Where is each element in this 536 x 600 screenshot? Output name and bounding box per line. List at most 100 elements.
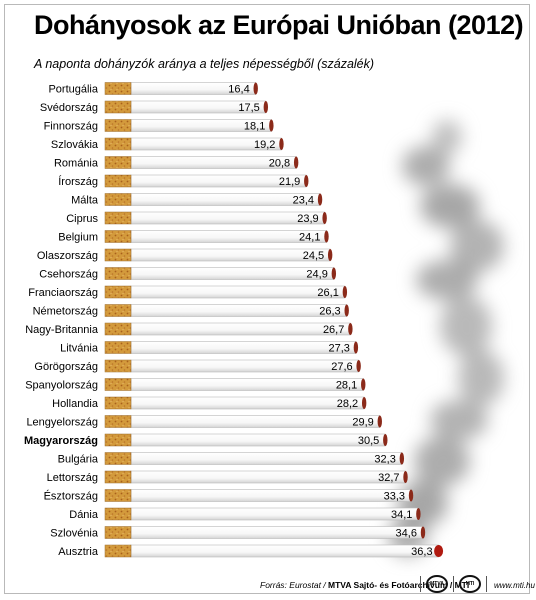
cigarette-paper bbox=[130, 470, 406, 484]
cigarette-filter bbox=[104, 267, 132, 280]
cigarette-filter bbox=[104, 82, 132, 95]
cigarette-tip bbox=[322, 212, 327, 224]
cigarette-tip bbox=[279, 138, 284, 150]
category-label: Hollandia bbox=[52, 398, 99, 410]
category-label: Spanyolország bbox=[25, 380, 98, 392]
cigarette-filter bbox=[104, 285, 132, 299]
cigarette-bar bbox=[104, 285, 348, 299]
cigarette-tip bbox=[253, 82, 258, 95]
cigarette-filter bbox=[104, 211, 132, 225]
value-label: 18,1 bbox=[244, 121, 265, 133]
footer-separator bbox=[420, 576, 421, 592]
value-label: 20,8 bbox=[269, 158, 290, 170]
cigarette-bar bbox=[104, 230, 329, 243]
category-label: Görögország bbox=[34, 361, 98, 373]
category-label: Dánia bbox=[69, 509, 99, 521]
cigarette-tip bbox=[377, 415, 382, 428]
cigarette-tip bbox=[399, 452, 405, 465]
value-label: 28,1 bbox=[336, 380, 357, 392]
cigarette-bar bbox=[104, 378, 366, 391]
cigarette-bar bbox=[104, 193, 323, 206]
cigarette-filter bbox=[104, 489, 132, 502]
cigarette-filter bbox=[104, 230, 132, 243]
cigarette-tip bbox=[317, 193, 323, 206]
value-label: 34,1 bbox=[391, 509, 412, 521]
cigarette-tip bbox=[420, 526, 426, 539]
footer-separator bbox=[453, 576, 454, 592]
value-label: 19,2 bbox=[254, 139, 275, 151]
cigarette-bar bbox=[104, 267, 337, 280]
chart-subtitle: A naponta dohányzók aránya a teljes népe… bbox=[34, 57, 375, 71]
cigarette-filter bbox=[104, 304, 132, 317]
category-label: Németország bbox=[33, 306, 98, 318]
chart-title: Dohányosok az Európai Unióban (2012) bbox=[34, 10, 524, 40]
cigarette-filter bbox=[104, 526, 132, 539]
cigarette-tip bbox=[331, 267, 337, 280]
cigarette-bar bbox=[104, 470, 408, 484]
cigarette-tip bbox=[293, 156, 299, 169]
cigarette-filter bbox=[104, 378, 132, 391]
cigarette-tip bbox=[342, 286, 348, 298]
cigarette-paper bbox=[130, 285, 346, 299]
cigarette-filter bbox=[104, 100, 132, 114]
value-label: 32,3 bbox=[374, 454, 395, 466]
cigarette-tip bbox=[263, 101, 269, 113]
cigarette-paper bbox=[130, 378, 364, 391]
value-label: 26,3 bbox=[319, 306, 340, 318]
value-label: 23,4 bbox=[293, 195, 314, 207]
category-label: Svédország bbox=[40, 102, 98, 114]
value-label: 30,5 bbox=[358, 435, 379, 447]
cigarette-tip bbox=[348, 323, 353, 335]
value-label: 28,2 bbox=[337, 398, 358, 410]
cigarette-paper bbox=[130, 230, 327, 243]
cigarette-bar bbox=[104, 433, 388, 447]
cigarette-bar bbox=[104, 396, 367, 410]
cigarette-paper bbox=[130, 415, 381, 428]
cigarette-bar bbox=[104, 415, 382, 428]
cigarette-filter bbox=[104, 359, 132, 373]
category-label: Lengyelország bbox=[26, 417, 98, 429]
source-agency: MTVA Sajtó- és Fotóarchívum / MTI bbox=[328, 580, 470, 590]
cigarette-bar bbox=[104, 452, 405, 465]
cigarette-filter bbox=[104, 544, 132, 558]
cigarette-bar bbox=[104, 119, 274, 132]
mti-logo: MTI bbox=[459, 575, 481, 593]
cigarette-bar bbox=[104, 137, 284, 151]
cigarette-filter bbox=[104, 248, 132, 262]
source-prefix: Forrás: Eurostat / bbox=[260, 580, 329, 590]
cigarette-bar bbox=[104, 174, 309, 188]
cigarette-filter bbox=[104, 396, 132, 410]
mti-url: www.mti.hu bbox=[494, 581, 535, 590]
cigarette-bar bbox=[104, 359, 361, 373]
cigarette-filter bbox=[104, 470, 132, 484]
chart-frame bbox=[4, 4, 530, 594]
cigarette-bar bbox=[104, 156, 299, 169]
cigarette-tip bbox=[383, 434, 388, 446]
cigarette-filter bbox=[104, 415, 132, 428]
cigarette-paper bbox=[130, 433, 386, 447]
cigarette-filter bbox=[104, 507, 132, 521]
category-label: Belgium bbox=[58, 232, 98, 244]
category-label: Románia bbox=[54, 158, 99, 170]
cigarette-bar bbox=[104, 248, 333, 262]
cigarette-filter bbox=[104, 452, 132, 465]
cigarette-paper bbox=[130, 322, 351, 336]
footer-separator bbox=[486, 576, 487, 592]
cigarette-tip bbox=[361, 378, 366, 391]
cigarette-tip bbox=[434, 545, 444, 557]
cigarette-tip bbox=[304, 175, 309, 187]
cigarette-filter bbox=[104, 433, 132, 447]
value-label: 27,3 bbox=[328, 343, 349, 355]
cigarette-tip bbox=[269, 119, 274, 132]
cigarette-paper bbox=[130, 267, 335, 280]
cigarette-bar bbox=[104, 507, 421, 521]
value-label: 24,9 bbox=[306, 269, 327, 281]
category-label: Portugália bbox=[48, 84, 98, 96]
cigarette-paper bbox=[130, 248, 331, 262]
cigarette-tip bbox=[356, 360, 361, 372]
cigarette-bar bbox=[104, 322, 353, 336]
cigarette-paper bbox=[130, 304, 347, 317]
category-label: Bulgária bbox=[58, 454, 99, 466]
value-label: 21,9 bbox=[279, 176, 300, 188]
